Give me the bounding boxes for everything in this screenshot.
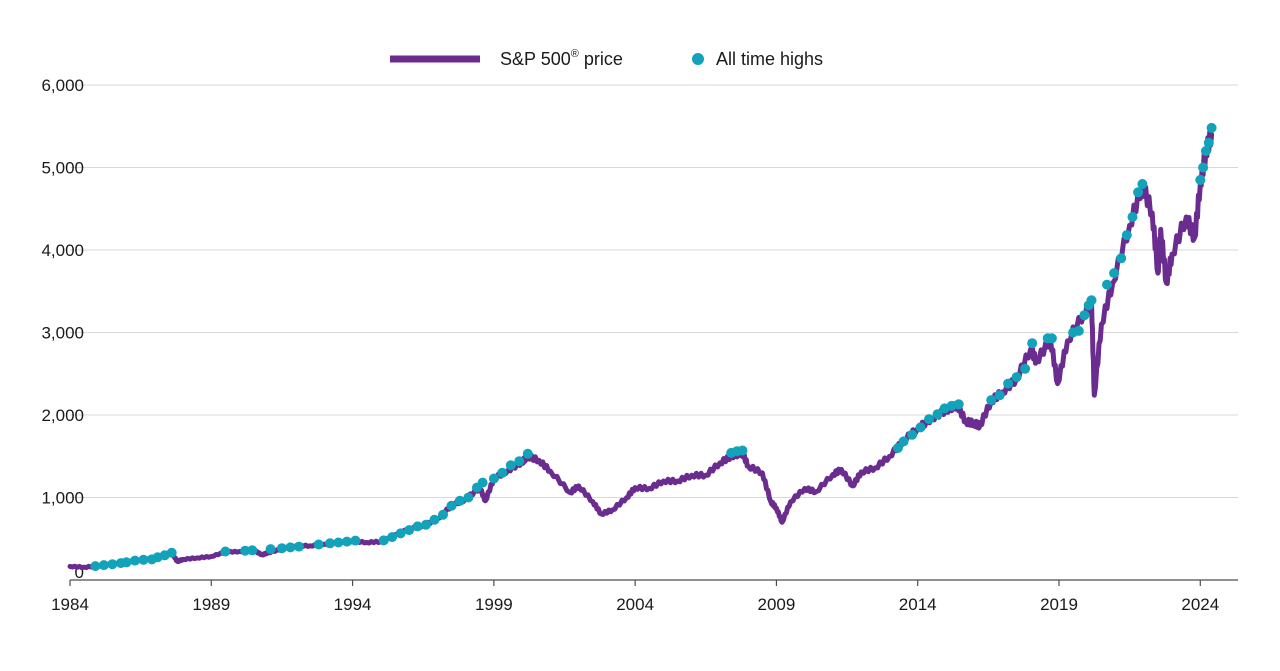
all-time-high-point	[107, 559, 118, 570]
all-time-high-point	[313, 539, 324, 550]
x-tick-label: 1994	[334, 595, 372, 614]
all-time-high-point	[412, 521, 423, 532]
all-time-high-point	[350, 535, 361, 546]
all-time-high-point	[522, 448, 533, 459]
all-time-high-point	[1133, 187, 1144, 198]
all-time-high-point	[1116, 253, 1127, 264]
x-tick-label: 2024	[1181, 595, 1219, 614]
all-time-high-point	[932, 409, 943, 420]
all-time-high-point	[1109, 268, 1120, 279]
legend-price-label: S&P 500® price	[500, 48, 623, 69]
all-time-high-point	[293, 541, 304, 552]
all-time-high-point	[915, 422, 926, 433]
all-time-high-point	[138, 554, 149, 565]
y-tick-label: 1,000	[41, 489, 84, 508]
x-tick-label: 1999	[475, 595, 513, 614]
y-tick-label: 3,000	[41, 324, 84, 343]
all-time-high-point	[463, 492, 474, 503]
all-time-high-point	[892, 443, 903, 453]
legend-price-superscript: ®	[571, 48, 579, 60]
all-time-high-point	[986, 395, 997, 406]
all-time-high-point	[1102, 279, 1112, 290]
all-time-high-point	[477, 477, 488, 488]
all-time-high-point	[1079, 310, 1090, 321]
all-time-high-point	[454, 495, 465, 506]
all-time-high-point	[438, 509, 448, 520]
all-time-high-point	[488, 473, 499, 484]
legend-price-name: S&P 500	[500, 49, 571, 69]
all-time-high-point	[247, 545, 258, 556]
y-tick-label: 5,000	[41, 159, 84, 178]
all-time-high-point	[429, 514, 440, 525]
all-time-high-point	[1020, 363, 1031, 374]
all-time-high-point	[505, 460, 516, 471]
all-time-high-point	[98, 560, 109, 571]
all-time-high-point	[1198, 162, 1209, 173]
all-time-high-point	[333, 537, 344, 548]
y-tick-label: 0	[75, 563, 84, 582]
all-time-high-point	[378, 535, 389, 546]
all-time-high-point	[1127, 212, 1138, 222]
all-time-high-point	[395, 528, 406, 539]
legend-ath-label: All time highs	[716, 49, 823, 69]
all-time-high-point	[90, 561, 101, 572]
all-time-high-point	[285, 542, 296, 553]
all-time-high-point	[446, 500, 457, 511]
all-time-high-point	[341, 536, 352, 547]
grid-lines	[70, 84, 1238, 498]
y-tick-label: 2,000	[41, 406, 84, 425]
all-time-high-point	[514, 456, 525, 467]
all-time-high-point	[1195, 174, 1206, 185]
all-time-high-point	[130, 555, 140, 566]
all-time-high-point	[121, 557, 132, 568]
all-time-high-points	[90, 122, 1217, 572]
all-time-high-point	[1206, 122, 1217, 133]
x-tick-label: 2004	[616, 595, 654, 614]
all-time-high-point	[898, 436, 909, 447]
legend-price-suffix: price	[579, 49, 623, 69]
all-time-high-point	[1121, 230, 1132, 241]
all-time-high-point	[1137, 179, 1148, 189]
all-time-high-point	[404, 525, 415, 536]
all-time-high-point	[994, 390, 1005, 401]
all-time-high-point	[265, 544, 276, 555]
all-time-high-point	[1203, 137, 1214, 148]
all-time-high-point	[1086, 295, 1097, 306]
all-time-high-point	[421, 519, 431, 530]
all-time-high-point	[387, 532, 398, 543]
all-time-high-point	[1200, 146, 1211, 156]
all-time-high-point	[907, 429, 918, 440]
all-time-high-point	[737, 445, 748, 456]
all-time-high-point	[1046, 333, 1057, 344]
y-tick-label: 6,000	[41, 76, 84, 95]
all-time-high-point	[924, 414, 934, 425]
all-time-high-point	[497, 467, 508, 478]
y-axis-ticks: 0 1,000 2,000 3,000 4,000 5,000 6,000	[41, 76, 84, 582]
all-time-high-point	[953, 399, 964, 410]
all-time-high-point	[240, 545, 251, 556]
all-time-high-point	[166, 547, 177, 558]
all-time-high-point	[325, 538, 335, 549]
all-time-high-point	[1011, 372, 1022, 383]
x-axis-ticks: 1984 1989 1994 1999 2004 2009 2014 2019 2024	[51, 580, 1219, 614]
x-tick-label: 1984	[51, 595, 89, 614]
sp500-price-line	[67, 129, 1215, 571]
all-time-high-point	[220, 546, 231, 557]
all-time-high-point	[1073, 325, 1084, 336]
all-time-high-point	[1027, 338, 1038, 349]
all-time-high-point	[276, 543, 287, 554]
all-time-high-point	[1003, 378, 1014, 389]
x-tick-label: 1989	[192, 595, 230, 614]
x-tick-label: 2019	[1040, 595, 1078, 614]
x-tick-label: 2014	[899, 595, 937, 614]
legend: S&P 500® price All time highs	[390, 48, 823, 69]
x-tick-label: 2009	[758, 595, 796, 614]
y-tick-label: 4,000	[41, 241, 84, 260]
legend-ath-swatch	[692, 53, 704, 65]
